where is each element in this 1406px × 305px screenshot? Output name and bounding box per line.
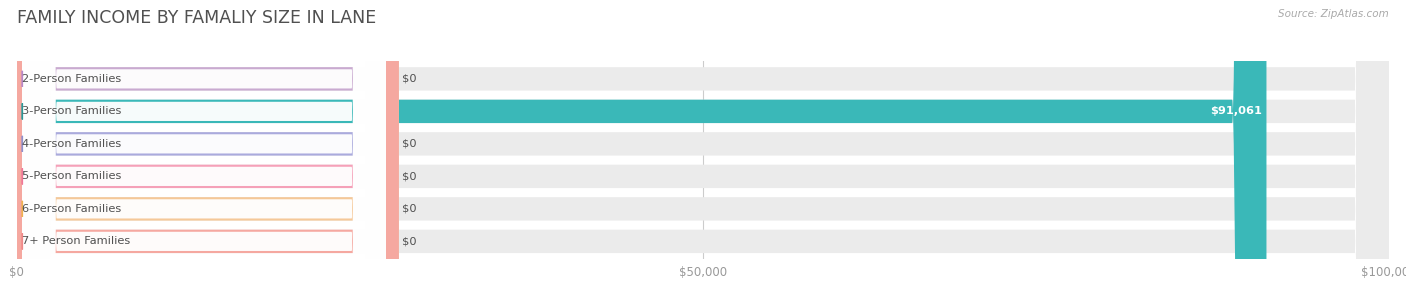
FancyBboxPatch shape [17, 0, 1389, 305]
FancyBboxPatch shape [17, 0, 399, 305]
Text: FAMILY INCOME BY FAMALIY SIZE IN LANE: FAMILY INCOME BY FAMALIY SIZE IN LANE [17, 9, 377, 27]
FancyBboxPatch shape [17, 0, 1389, 305]
Text: $0: $0 [402, 139, 418, 149]
Text: $0: $0 [402, 171, 418, 181]
Text: 3-Person Families: 3-Person Families [22, 106, 122, 117]
FancyBboxPatch shape [22, 0, 387, 305]
FancyBboxPatch shape [22, 0, 387, 305]
FancyBboxPatch shape [17, 0, 1389, 305]
Text: 2-Person Families: 2-Person Families [22, 74, 122, 84]
FancyBboxPatch shape [22, 0, 387, 305]
Text: 5-Person Families: 5-Person Families [22, 171, 122, 181]
Text: 7+ Person Families: 7+ Person Families [22, 236, 131, 246]
FancyBboxPatch shape [17, 0, 1389, 305]
FancyBboxPatch shape [17, 0, 399, 305]
Text: $0: $0 [402, 74, 418, 84]
Text: 4-Person Families: 4-Person Families [22, 139, 122, 149]
FancyBboxPatch shape [22, 0, 387, 305]
FancyBboxPatch shape [17, 0, 399, 305]
FancyBboxPatch shape [22, 0, 387, 305]
Text: $91,061: $91,061 [1211, 106, 1263, 117]
Text: 6-Person Families: 6-Person Families [22, 204, 122, 214]
Text: Source: ZipAtlas.com: Source: ZipAtlas.com [1278, 9, 1389, 19]
Text: $0: $0 [402, 236, 418, 246]
FancyBboxPatch shape [17, 0, 399, 305]
FancyBboxPatch shape [17, 0, 399, 305]
FancyBboxPatch shape [22, 0, 387, 305]
FancyBboxPatch shape [17, 0, 1389, 305]
Text: $0: $0 [402, 204, 418, 214]
FancyBboxPatch shape [17, 0, 1267, 305]
FancyBboxPatch shape [17, 0, 1389, 305]
